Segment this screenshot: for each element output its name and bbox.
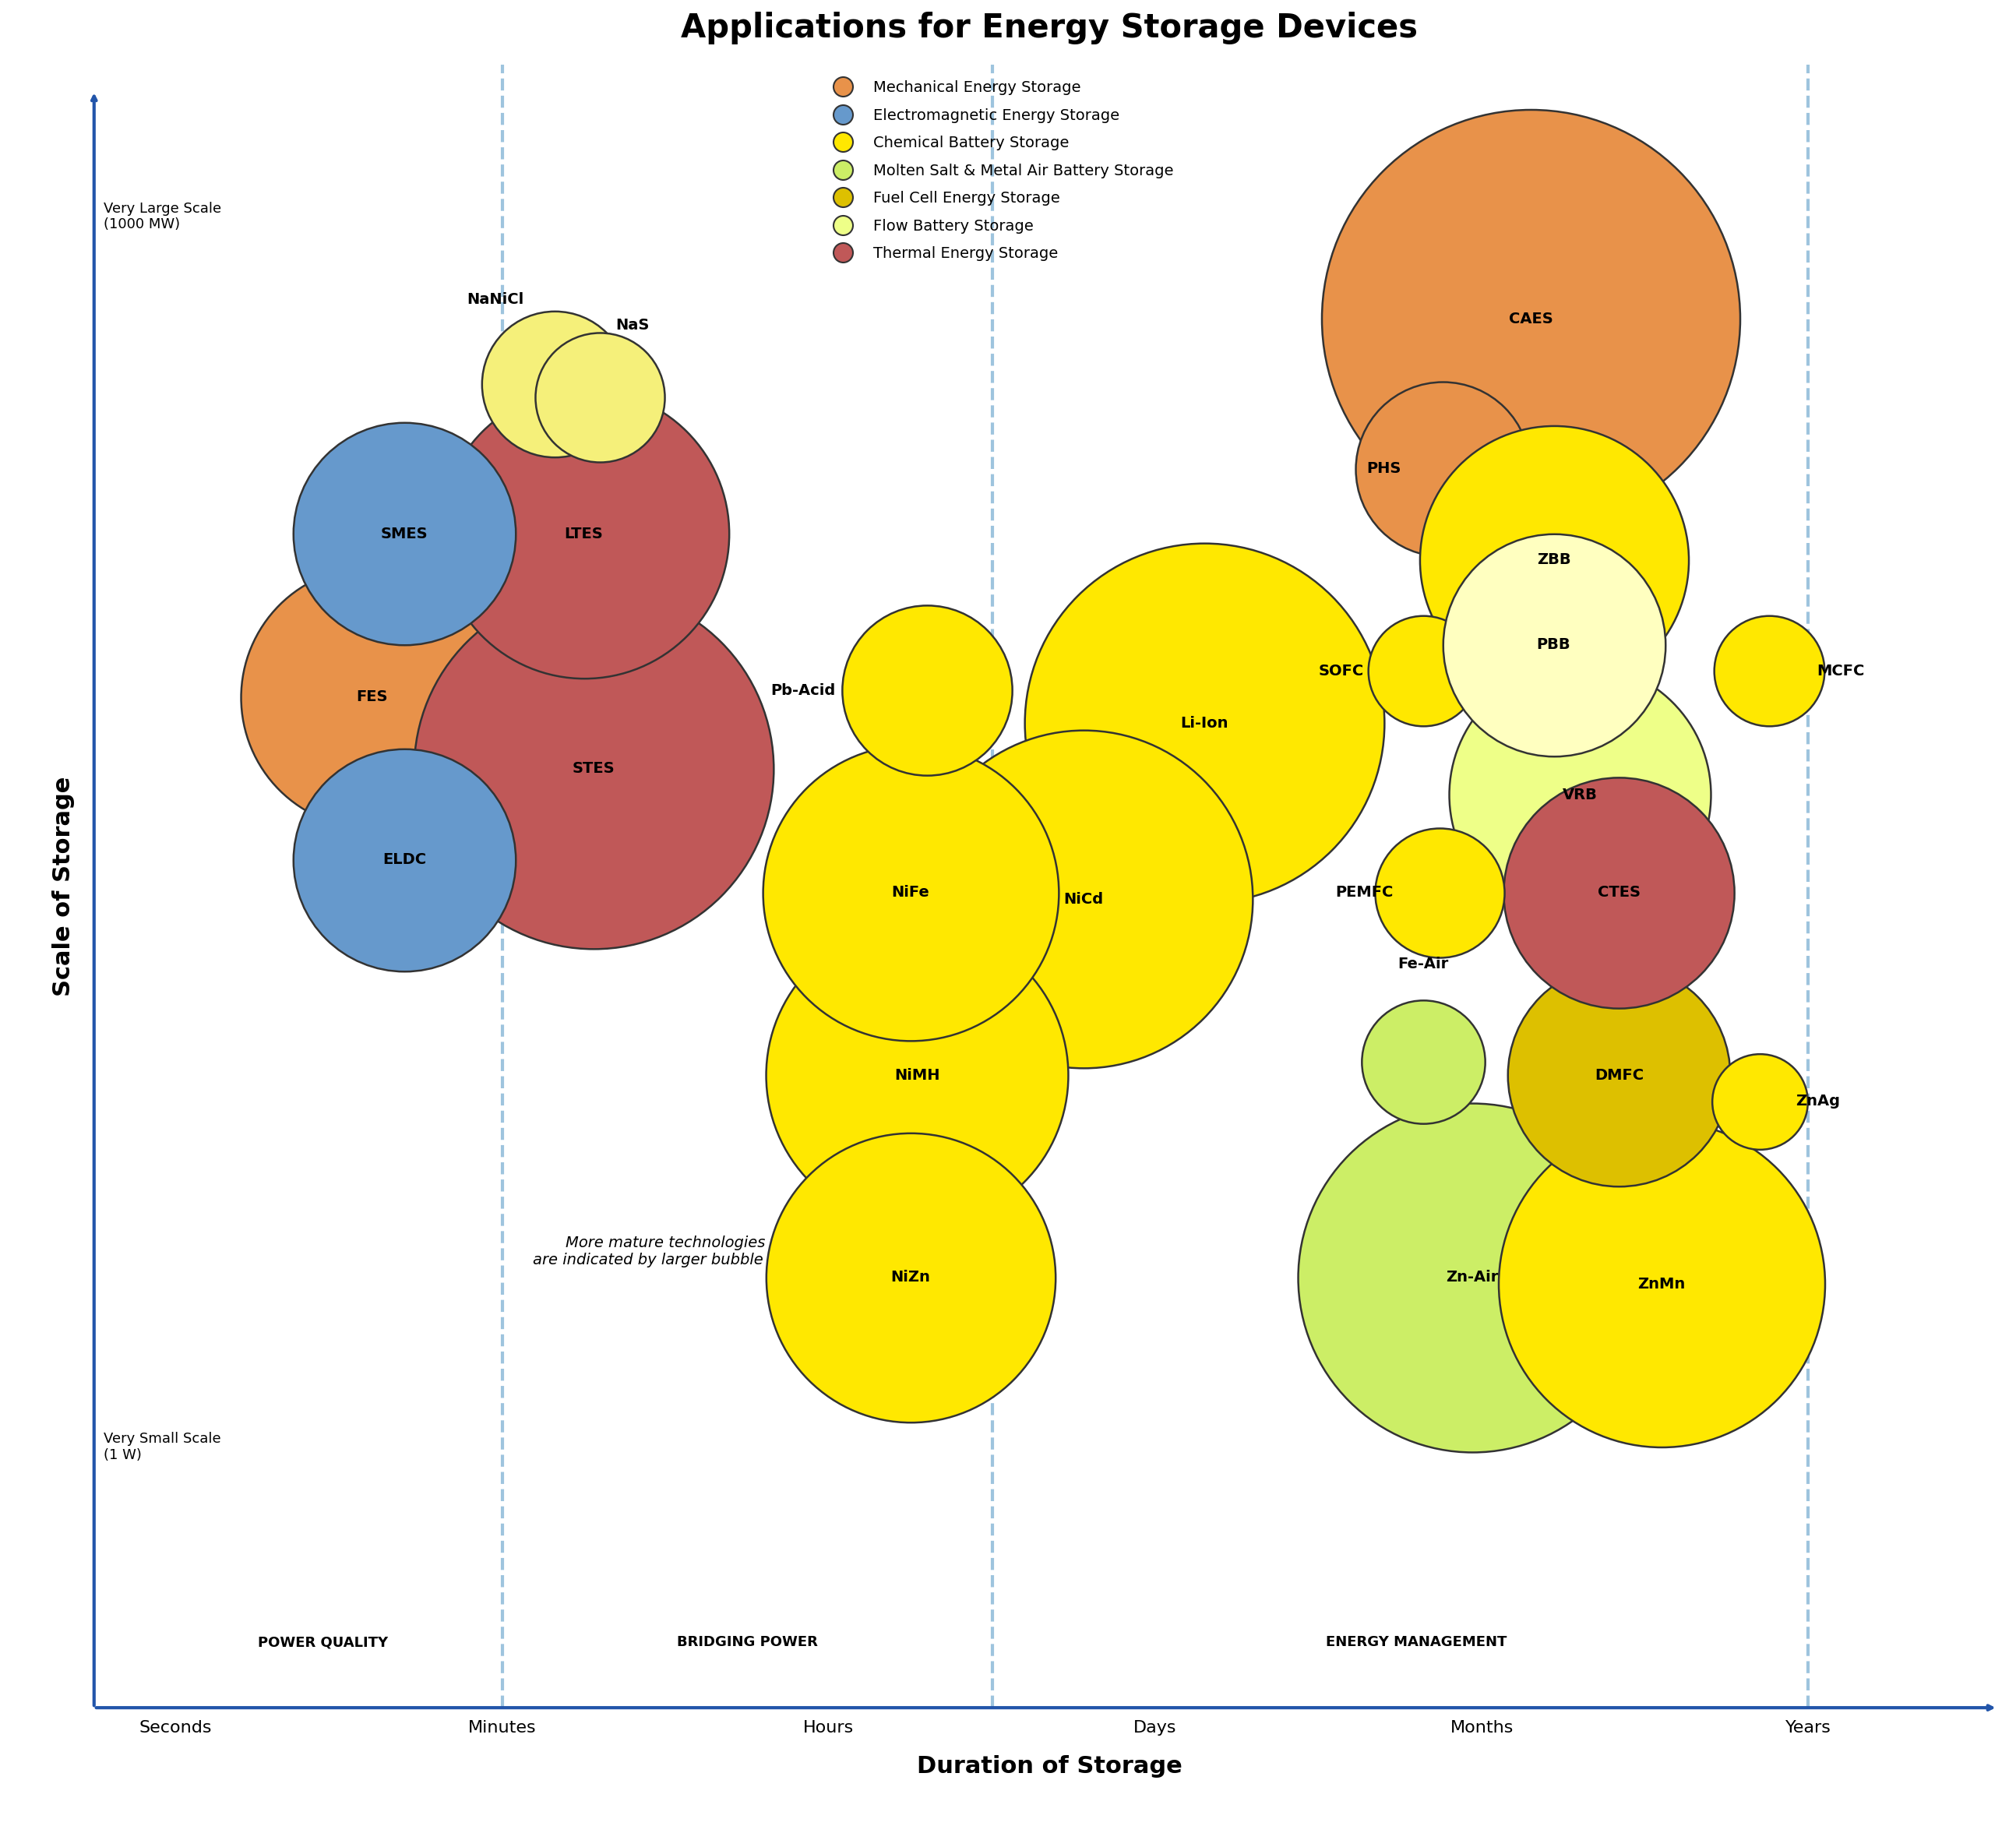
Point [1407, 656, 1439, 685]
Text: Very Small Scale
(1 W): Very Small Scale (1 W) [105, 1432, 222, 1463]
Text: PEMFC: PEMFC [1335, 886, 1393, 900]
Point [1456, 1264, 1488, 1293]
Point [538, 369, 571, 398]
Point [389, 519, 421, 548]
Text: PBB: PBB [1536, 637, 1570, 652]
Text: VRB: VRB [1562, 787, 1597, 802]
Text: DMFC: DMFC [1595, 1068, 1643, 1083]
Text: Li-Ion: Li-Ion [1179, 716, 1228, 730]
Point [1538, 546, 1570, 575]
Text: Zn-Air: Zn-Air [1445, 1269, 1498, 1286]
Text: STES: STES [573, 761, 615, 776]
Text: NiMH: NiMH [895, 1068, 939, 1083]
Point [577, 754, 609, 783]
Text: NaNiCl: NaNiCl [468, 292, 524, 307]
Point [1564, 780, 1597, 809]
Point [1603, 1061, 1635, 1090]
Point [1187, 708, 1220, 738]
Text: LTES: LTES [564, 526, 603, 540]
Text: ZnAg: ZnAg [1796, 1094, 1841, 1108]
Text: FES: FES [357, 690, 387, 705]
Point [1538, 630, 1570, 659]
Point [569, 519, 601, 548]
Text: CAES: CAES [1508, 312, 1552, 327]
Point [1744, 1086, 1776, 1116]
Point [1514, 305, 1546, 334]
Text: More mature technologies
are indicated by larger bubble size: More mature technologies are indicated b… [532, 1234, 798, 1267]
Text: NiZn: NiZn [891, 1269, 929, 1286]
Text: BRIDGING POWER: BRIDGING POWER [677, 1636, 818, 1649]
Text: PHS: PHS [1367, 462, 1401, 477]
Point [1754, 656, 1786, 685]
Text: Fe-Air: Fe-Air [1397, 957, 1447, 971]
Text: ELDC: ELDC [383, 853, 425, 867]
Point [1423, 878, 1456, 908]
Text: SMES: SMES [381, 526, 427, 540]
Text: ZBB: ZBB [1536, 553, 1570, 568]
Point [1603, 878, 1635, 908]
Text: POWER QUALITY: POWER QUALITY [258, 1636, 387, 1649]
Text: NaS: NaS [617, 318, 649, 332]
Legend: Mechanical Energy Storage, Electromagnetic Energy Storage, Chemical Battery Stor: Mechanical Energy Storage, Electromagnet… [827, 80, 1173, 261]
Point [355, 683, 387, 712]
X-axis label: Duration of Storage: Duration of Storage [917, 1755, 1181, 1779]
Text: ENERGY MANAGEMENT: ENERGY MANAGEMENT [1327, 1636, 1508, 1649]
Point [389, 845, 421, 875]
Point [585, 382, 617, 411]
Text: Pb-Acid: Pb-Acid [770, 683, 835, 698]
Text: ZnMn: ZnMn [1637, 1276, 1685, 1291]
Point [1645, 1269, 1677, 1298]
Text: NiCd: NiCd [1064, 891, 1103, 906]
Point [911, 676, 943, 705]
Y-axis label: Scale of Storage: Scale of Storage [52, 776, 75, 995]
Title: Applications for Energy Storage Devices: Applications for Energy Storage Devices [681, 11, 1417, 44]
Point [901, 1061, 933, 1090]
Point [1066, 884, 1099, 913]
Point [895, 1264, 927, 1293]
Text: CTES: CTES [1597, 886, 1641, 900]
Point [895, 878, 927, 908]
Text: SOFC: SOFC [1318, 663, 1365, 677]
Point [1407, 1048, 1439, 1077]
Text: MCFC: MCFC [1816, 663, 1865, 677]
Text: NiFe: NiFe [891, 886, 929, 900]
Point [1427, 455, 1460, 484]
Text: Very Large Scale
(1000 MW): Very Large Scale (1000 MW) [105, 201, 222, 232]
